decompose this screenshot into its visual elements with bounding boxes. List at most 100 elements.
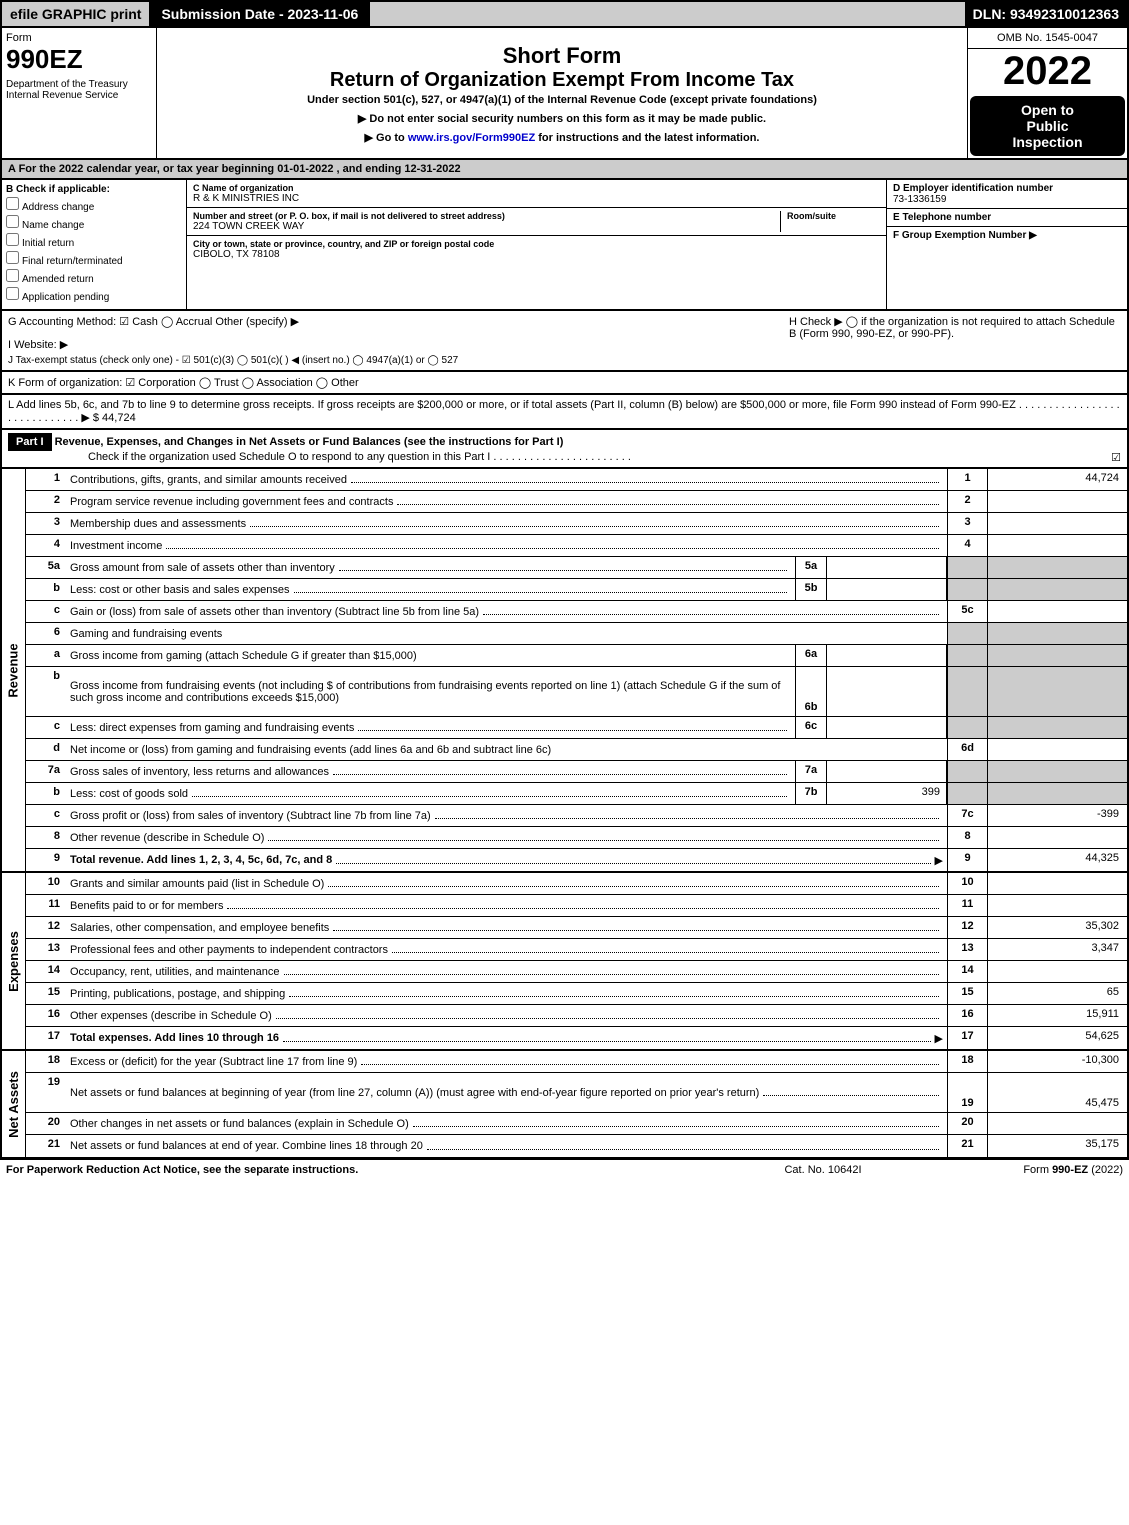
lbl-final-return: Final return/terminated (22, 256, 123, 267)
l6b-box (947, 667, 987, 716)
schedule-b-check: H Check ▶ ◯ if the organization is not r… (781, 315, 1121, 366)
l6d-box: 6d (947, 739, 987, 760)
l10-num: 10 (26, 873, 66, 894)
l7c-text: Gross profit or (loss) from sales of inv… (70, 810, 431, 822)
l7b-val (987, 783, 1127, 804)
irs-link[interactable]: www.irs.gov/Form990EZ (408, 132, 535, 144)
l14-text: Occupancy, rent, utilities, and maintena… (70, 966, 280, 978)
l1-val: 44,724 (987, 469, 1127, 490)
l11-val (987, 895, 1127, 916)
check-pending[interactable] (6, 287, 19, 300)
l6b-sb: 6b (795, 667, 827, 716)
accounting-method: G Accounting Method: ☑ Cash ◯ Accrual Ot… (8, 315, 781, 328)
lbl-pending: Application pending (22, 292, 109, 303)
l6d-text: Net income or (loss) from gaming and fun… (70, 744, 551, 756)
l5a-sb: 5a (795, 557, 827, 578)
l7b-num: b (26, 783, 66, 804)
department: Department of the Treasury Internal Reve… (6, 79, 152, 101)
open-line2: Public (976, 118, 1119, 134)
check-address-change[interactable] (6, 197, 19, 210)
l5b-box (947, 579, 987, 600)
l3-box: 3 (947, 513, 987, 534)
l11-text: Benefits paid to or for members (70, 900, 223, 912)
l8-text: Other revenue (describe in Schedule O) (70, 832, 264, 844)
l1-box: 1 (947, 469, 987, 490)
l6c-text: Less: direct expenses from gaming and fu… (70, 722, 354, 734)
l16-num: 16 (26, 1005, 66, 1026)
l6-num: 6 (26, 623, 66, 644)
header-right: OMB No. 1545-0047 2022 Open to Public In… (967, 28, 1127, 158)
l7a-sb: 7a (795, 761, 827, 782)
l3-val (987, 513, 1127, 534)
l7b-sv: 399 (827, 783, 947, 804)
addr: 224 TOWN CREEK WAY (193, 221, 780, 232)
l5b-sb: 5b (795, 579, 827, 600)
ein: 73-1336159 (893, 194, 946, 205)
footer-left: For Paperwork Reduction Act Notice, see … (6, 1164, 723, 1176)
l20-num: 20 (26, 1113, 66, 1134)
l5a-num: 5a (26, 557, 66, 578)
part1-checked: ☑ (1111, 451, 1121, 464)
l21-text: Net assets or fund balances at end of ye… (70, 1140, 423, 1152)
l6-box (947, 623, 987, 644)
l1-num: 1 (26, 469, 66, 490)
l10-text: Grants and similar amounts paid (list in… (70, 878, 324, 890)
part1-badge: Part I (8, 433, 52, 451)
org-name-lbl: C Name of organization (193, 183, 880, 193)
title-return: Return of Organization Exempt From Incom… (330, 69, 794, 92)
l2-num: 2 (26, 491, 66, 512)
city-lbl: City or town, state or province, country… (193, 239, 880, 249)
l6c-sv (827, 717, 947, 738)
l8-box: 8 (947, 827, 987, 848)
l6d-num: d (26, 739, 66, 760)
directive-ssn: ▶ Do not enter social security numbers o… (358, 112, 766, 125)
check-amended[interactable] (6, 269, 19, 282)
header-mid: Short Form Return of Organization Exempt… (157, 28, 967, 158)
section-a-text: A For the 2022 calendar year, or tax yea… (8, 163, 461, 175)
l5c-text: Gain or (loss) from sale of assets other… (70, 606, 479, 618)
l2-text: Program service revenue including govern… (70, 496, 393, 508)
l15-text: Printing, publications, postage, and shi… (70, 988, 285, 1000)
col-d: D Employer identification number 73-1336… (887, 180, 1127, 309)
l2-box: 2 (947, 491, 987, 512)
l17-val: 54,625 (987, 1027, 1127, 1049)
l7c-num: c (26, 805, 66, 826)
l6a-sb: 6a (795, 645, 827, 666)
submission-date: Submission Date - 2023-11-06 (149, 2, 370, 26)
l11-num: 11 (26, 895, 66, 916)
l5b-text: Less: cost or other basis and sales expe… (70, 584, 290, 596)
l6b-sv (827, 667, 947, 716)
l6b-num: b (26, 667, 66, 716)
l6c-sb: 6c (795, 717, 827, 738)
row-l-amount: ▶ $ 44,724 (81, 412, 135, 424)
l17-num: 17 (26, 1027, 66, 1049)
omb-number: OMB No. 1545-0047 (968, 28, 1127, 49)
ein-lbl: D Employer identification number (893, 183, 1053, 194)
l7b-box (947, 783, 987, 804)
check-final-return[interactable] (6, 251, 19, 264)
check-initial-return[interactable] (6, 233, 19, 246)
l16-val: 15,911 (987, 1005, 1127, 1026)
l12-num: 12 (26, 917, 66, 938)
l7a-box (947, 761, 987, 782)
lbl-name-change: Name change (22, 220, 84, 231)
l7b-sb: 7b (795, 783, 827, 804)
l5b-num: b (26, 579, 66, 600)
l7c-val: -399 (987, 805, 1127, 826)
website: I Website: ▶ (8, 338, 781, 351)
l6a-num: a (26, 645, 66, 666)
l18-num: 18 (26, 1051, 66, 1072)
form-word: Form (6, 32, 152, 44)
footer-mid: Cat. No. 10642I (723, 1164, 923, 1176)
expenses-vlabel: Expenses (2, 873, 26, 1049)
l5c-val (987, 601, 1127, 622)
l6c-box (947, 717, 987, 738)
l12-box: 12 (947, 917, 987, 938)
l15-val: 65 (987, 983, 1127, 1004)
topbar: efile GRAPHIC print Submission Date - 20… (0, 0, 1129, 28)
open-public: Open to Public Inspection (970, 96, 1125, 156)
l5b-sv (827, 579, 947, 600)
l3-num: 3 (26, 513, 66, 534)
col-c: C Name of organization R & K MINISTRIES … (187, 180, 887, 309)
check-name-change[interactable] (6, 215, 19, 228)
